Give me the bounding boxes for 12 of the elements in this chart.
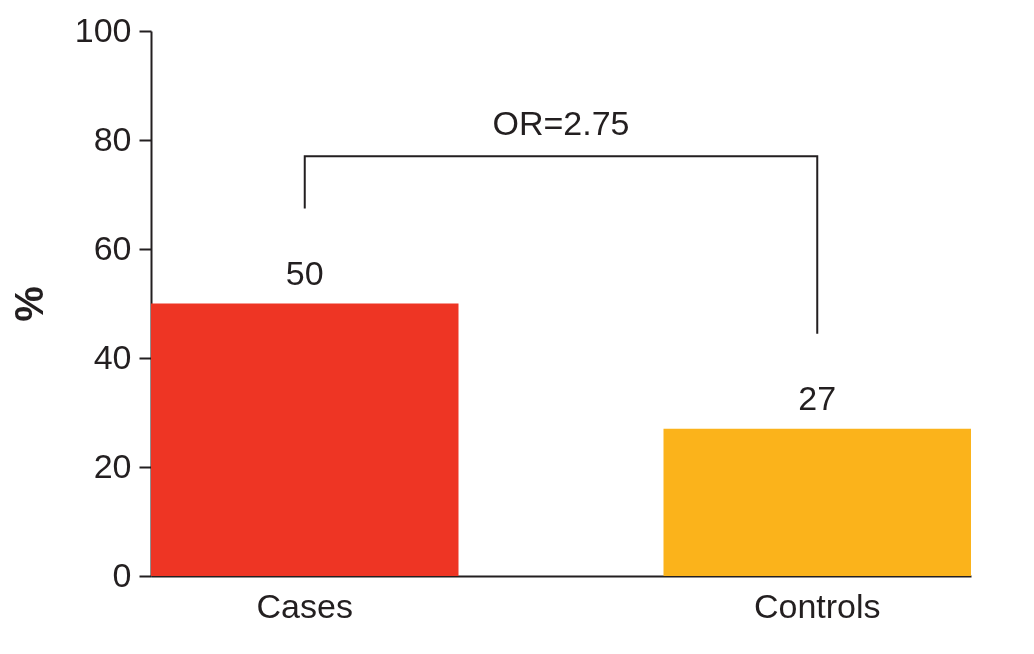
data-label: 27	[798, 378, 837, 417]
y-tick-label: 20	[93, 446, 132, 485]
y-tick-label: 0	[112, 555, 132, 594]
x-tick-label: Controls	[753, 586, 881, 625]
annotation: OR=2.75	[492, 104, 630, 143]
y-tick-label: 40	[93, 337, 132, 376]
y-tick-label: 100	[74, 10, 132, 49]
y-tick-label: 60	[93, 228, 132, 267]
x-tick-label: Cases	[256, 586, 353, 625]
data-label: 50	[285, 253, 324, 292]
y-axis-title: %	[6, 286, 51, 322]
y-tick-label: 80	[93, 119, 132, 158]
